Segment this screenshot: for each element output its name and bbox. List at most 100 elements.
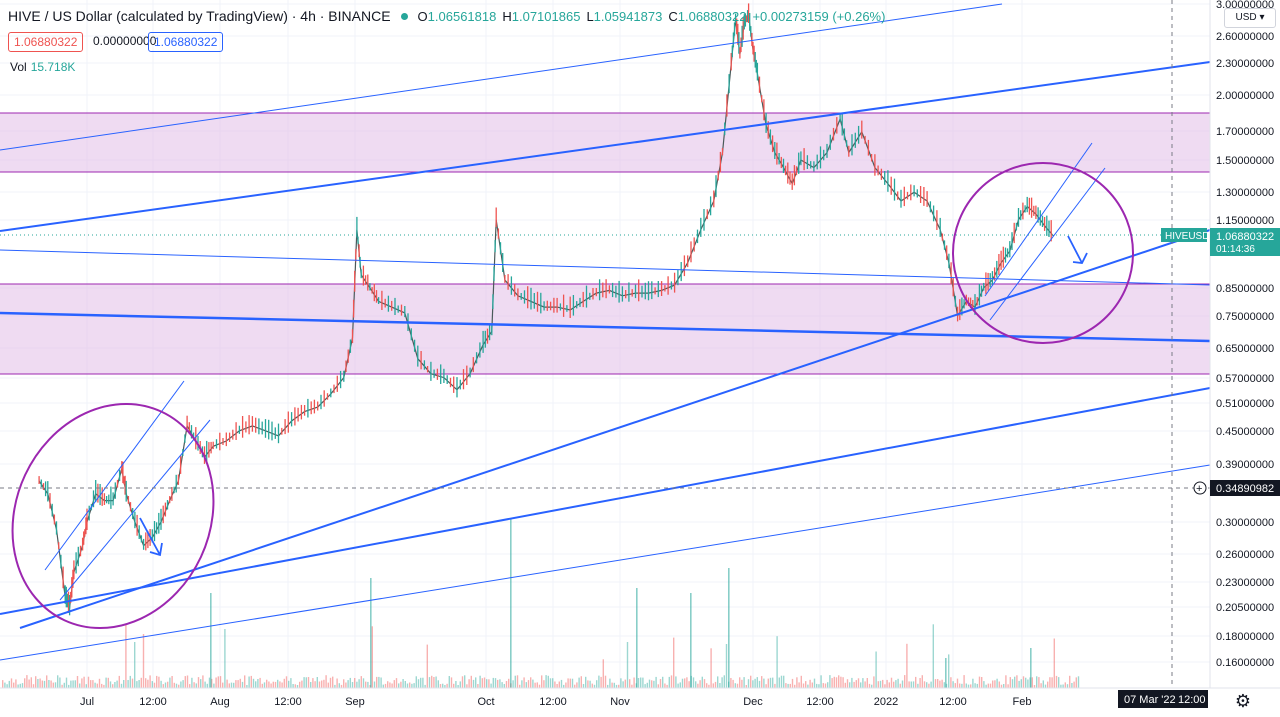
volume-value: 15.718K xyxy=(30,60,76,74)
volume-bar xyxy=(246,685,248,688)
volume-bar xyxy=(954,683,956,688)
volume-bar xyxy=(481,678,483,688)
volume-bar xyxy=(532,679,534,688)
symbol-title[interactable]: HIVE / US Dollar (calculated by TradingV… xyxy=(8,8,391,24)
volume-bar xyxy=(668,676,670,688)
volume-bar xyxy=(827,682,829,688)
volume-bar xyxy=(549,678,552,688)
volume-bar xyxy=(417,679,420,688)
volume-bar xyxy=(673,637,675,688)
volume-bar xyxy=(307,677,310,688)
volume-bar xyxy=(615,684,618,688)
volume-bar xyxy=(43,680,46,688)
volume-bar xyxy=(380,677,382,688)
volume-bar xyxy=(472,679,475,688)
currency-select[interactable]: USD ▾ xyxy=(1224,8,1276,28)
volume-bar xyxy=(967,684,970,688)
volume-bar xyxy=(899,683,901,688)
volume-bar xyxy=(824,683,827,688)
volume-bar xyxy=(415,676,417,688)
volume-bar xyxy=(602,659,604,688)
volume-bar xyxy=(725,644,728,688)
volume-bar xyxy=(640,677,642,688)
volume-bar xyxy=(552,678,554,688)
volume-bar xyxy=(224,629,226,688)
price-tick-7: 1.15000000 xyxy=(1216,215,1274,227)
zone-fill-0 xyxy=(0,113,1210,172)
volume-bar xyxy=(1031,677,1033,688)
volume-bar xyxy=(1071,683,1073,688)
volume-bar xyxy=(708,684,710,688)
right-arrow xyxy=(1067,235,1088,264)
volume-bar xyxy=(208,677,211,688)
volume-bar xyxy=(255,681,257,688)
volume-bar xyxy=(1049,677,1051,688)
ohlc-open-label: O xyxy=(417,9,428,24)
time-tick-2: Aug xyxy=(210,696,230,708)
volume-bar xyxy=(204,681,206,688)
left-arrow xyxy=(139,517,163,557)
volume-spike xyxy=(636,588,638,688)
sell-button[interactable]: 1.06880322 xyxy=(8,32,84,52)
volume-bar xyxy=(85,684,87,688)
volume-bar xyxy=(521,680,523,688)
volume-bar xyxy=(921,675,923,688)
time-tick-5: Oct xyxy=(477,696,494,708)
volume-bar xyxy=(83,676,85,688)
volume-bar xyxy=(8,680,10,688)
volume-bar xyxy=(983,681,985,688)
price-tick-6: 1.30000000 xyxy=(1216,187,1274,199)
volume-bar xyxy=(1047,681,1049,688)
volume-bar xyxy=(301,680,303,688)
volume-bar xyxy=(193,682,195,688)
volume-bar xyxy=(98,678,101,688)
volume-bar xyxy=(15,679,17,688)
volume-bar xyxy=(145,678,147,688)
volume-bar xyxy=(164,682,167,688)
crosshair-date: 07 Mar '22 xyxy=(1124,694,1176,706)
volume-bar xyxy=(125,625,127,688)
volume-bar xyxy=(512,680,514,688)
volume-bar xyxy=(6,684,8,688)
volume-bar xyxy=(571,678,574,688)
volume-bar xyxy=(439,684,442,688)
volume-bar xyxy=(395,678,398,688)
ohlc-change: +0.00273159 (+0.26%) xyxy=(752,9,886,24)
volume-bar xyxy=(776,636,778,688)
volume-bar xyxy=(741,679,743,688)
volume-bar xyxy=(274,681,277,688)
gear-icon[interactable]: ⚙ xyxy=(1234,691,1252,711)
main-rising-trendline xyxy=(19,229,1211,629)
add-alert-icon xyxy=(1193,481,1207,495)
volume-bar xyxy=(688,681,690,688)
buy-button[interactable]: 1.06880322 xyxy=(148,32,224,52)
volume-bar xyxy=(846,679,849,688)
volume-bar xyxy=(644,684,646,688)
volume-bar xyxy=(411,683,413,688)
volume-bar xyxy=(17,684,19,688)
volume-bar xyxy=(334,684,336,688)
price-tick-5: 1.50000000 xyxy=(1216,155,1274,167)
volume-bar xyxy=(556,684,558,688)
volume-bar xyxy=(787,683,789,688)
volume-bar xyxy=(123,680,125,688)
volume-bar xyxy=(952,681,954,688)
ohlc-high-value: 1.07101865 xyxy=(511,9,581,24)
volume-bar xyxy=(486,679,488,688)
ohlc-open-value: 1.06561818 xyxy=(427,9,497,24)
symbol-tag-bg xyxy=(1161,228,1207,242)
volume-bar xyxy=(895,680,897,688)
volume-bar xyxy=(171,676,173,688)
volume-bar xyxy=(305,677,307,688)
volume-bar xyxy=(851,677,853,688)
volume-bar xyxy=(373,681,376,688)
volume-bar xyxy=(30,677,32,688)
volume-bar xyxy=(65,677,68,688)
price-tick-3: 2.00000000 xyxy=(1216,90,1274,102)
volume-bar xyxy=(585,676,587,688)
price-tick-12: 0.51000000 xyxy=(1216,398,1274,410)
volume-bar xyxy=(618,684,620,688)
volume-bar xyxy=(877,681,879,688)
volume-bar xyxy=(365,681,367,688)
